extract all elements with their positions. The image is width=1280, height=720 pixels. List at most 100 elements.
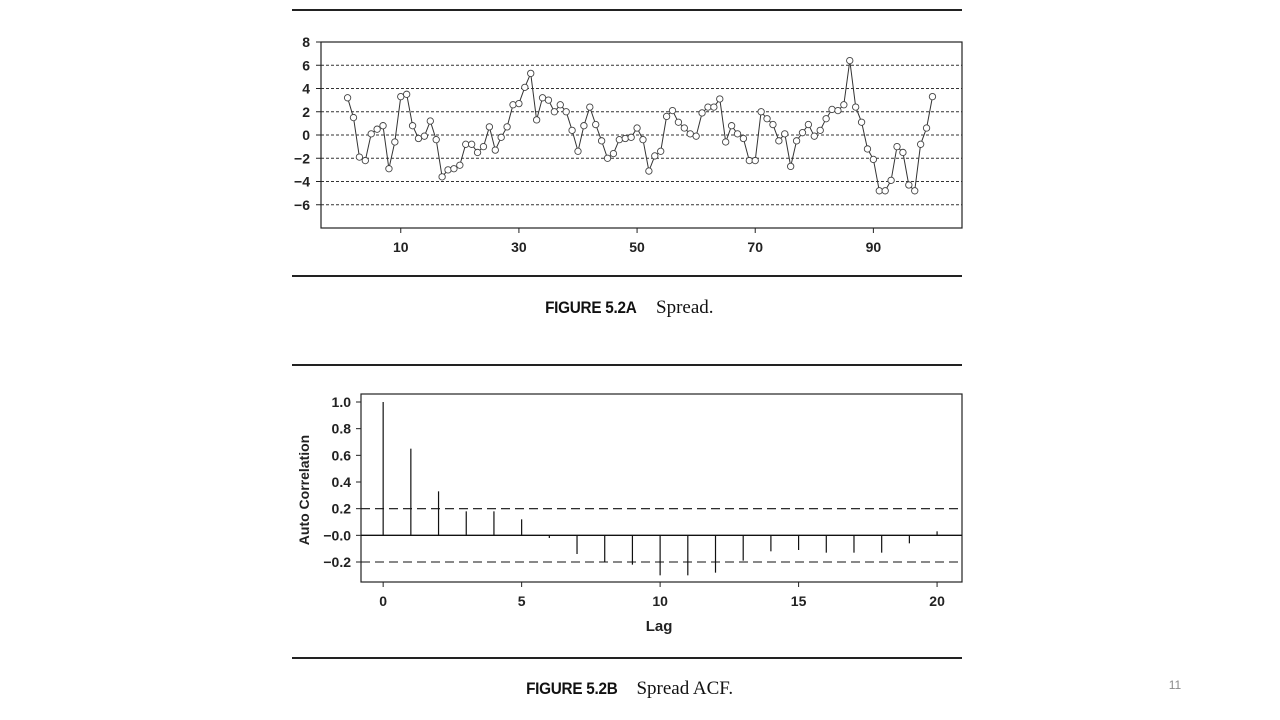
spread-line-chart: 8 6 4 2 0 −2 −4 −6 10 30 50 70 90: [294, 34, 963, 255]
data-point: [810, 132, 818, 140]
data-point: [804, 120, 813, 129]
data-point: [757, 108, 765, 116]
data-point: [597, 137, 606, 145]
data-point: [674, 118, 683, 126]
data-point: [852, 103, 860, 111]
x-tick-label: 10: [393, 239, 409, 255]
data-point: [450, 165, 458, 173]
data-point: [385, 165, 393, 173]
data-point: [727, 122, 736, 130]
data-point: [420, 132, 429, 140]
data-point: [863, 145, 872, 153]
data-point: [905, 181, 913, 189]
data-point: [781, 130, 789, 138]
data-point: [568, 126, 576, 135]
y-tick-label: −2: [294, 150, 310, 166]
x-tick-label: 20: [929, 593, 945, 609]
figure-a-title: Spread.: [656, 297, 714, 318]
data-point: [816, 126, 824, 135]
data-point: [716, 95, 724, 103]
data-point: [503, 123, 511, 131]
figure-a-caption: FIGURE 5.2A Spread.: [292, 297, 962, 319]
data-point: [586, 103, 594, 111]
x-tick-label: 90: [866, 239, 882, 255]
figure-b-title: Spread ACF.: [636, 678, 734, 699]
data-point: [491, 146, 499, 154]
bottom-rule-figure-b: [292, 657, 962, 659]
y-tick-label: −0.2: [323, 554, 351, 570]
data-point: [544, 96, 553, 104]
data-point: [603, 154, 612, 162]
data-point: [680, 124, 688, 132]
data-point: [787, 162, 795, 171]
data-point: [562, 108, 570, 116]
data-point: [609, 149, 618, 158]
data-point: [834, 106, 842, 115]
data-point: [881, 187, 889, 195]
data-point: [408, 122, 417, 130]
data-point: [857, 118, 866, 126]
data-point: [521, 83, 529, 91]
data-point: [515, 99, 523, 108]
data-point: [899, 148, 907, 157]
x-tick-label: 70: [747, 239, 763, 255]
data-point: [467, 140, 476, 148]
data-point: [592, 120, 600, 129]
y-tick-label: −6: [294, 197, 310, 213]
data-point: [893, 142, 901, 151]
data-point: [911, 187, 919, 195]
figure-a-number: FIGURE 5.2A: [545, 298, 638, 317]
top-rule-figure-a: [292, 9, 962, 11]
data-point: [627, 133, 635, 141]
y-tick-label: 8: [302, 34, 310, 50]
data-point: [532, 116, 541, 124]
y-tick-label: 4: [302, 81, 310, 97]
data-point: [751, 156, 759, 165]
y-tick-label: 0.4: [332, 474, 352, 490]
data-point: [692, 132, 700, 140]
y-tick-label: 2: [302, 104, 310, 120]
x-tick-label: 0: [379, 593, 387, 609]
data-point: [668, 106, 677, 115]
data-point: [556, 101, 564, 109]
y-tick-label: −4: [294, 174, 310, 190]
top-rule-figure-b: [292, 364, 962, 366]
data-point: [651, 152, 659, 160]
data-point: [473, 148, 482, 157]
y-tick-label: 6: [302, 57, 310, 73]
data-point: [426, 117, 434, 125]
y-axis-label: Auto Correlation: [296, 435, 312, 545]
data-point: [645, 167, 653, 175]
acf-bar-chart: 1.0 0.8 0.6 0.4 0.2 −0.0 −0.2 0 5 10 15 20 Lag Auto C…: [296, 393, 963, 635]
y-tick-label: 0.2: [332, 501, 352, 517]
data-point: [722, 138, 730, 146]
data-point: [887, 176, 895, 184]
y-tick-label: 0.6: [332, 447, 352, 463]
figure-b-caption: FIGURE 5.2B Spread ACF.: [292, 678, 962, 700]
x-tick-label: 30: [511, 239, 527, 255]
data-point: [840, 101, 848, 109]
data-point: [456, 161, 464, 169]
data-point: [580, 122, 588, 130]
x-axis-label: Lag: [646, 618, 673, 635]
data-point: [574, 147, 582, 155]
data-point: [763, 115, 771, 123]
data-point: [432, 135, 440, 144]
data-point: [497, 133, 505, 141]
data-point: [928, 92, 937, 101]
data-point: [698, 109, 706, 117]
y-tick-label: 0.8: [332, 421, 352, 437]
data-point: [916, 140, 925, 148]
data-point: [769, 120, 777, 129]
data-point: [367, 130, 375, 138]
y-tick-label: 0: [302, 127, 310, 143]
data-point: [792, 137, 801, 145]
data-point: [379, 122, 387, 130]
data-point: [527, 69, 535, 78]
data-point: [657, 147, 665, 155]
x-tick-label: 50: [629, 239, 645, 255]
data-point: [373, 125, 381, 133]
data-point: [662, 112, 671, 121]
data-point: [349, 113, 358, 122]
data-point: [343, 94, 352, 102]
